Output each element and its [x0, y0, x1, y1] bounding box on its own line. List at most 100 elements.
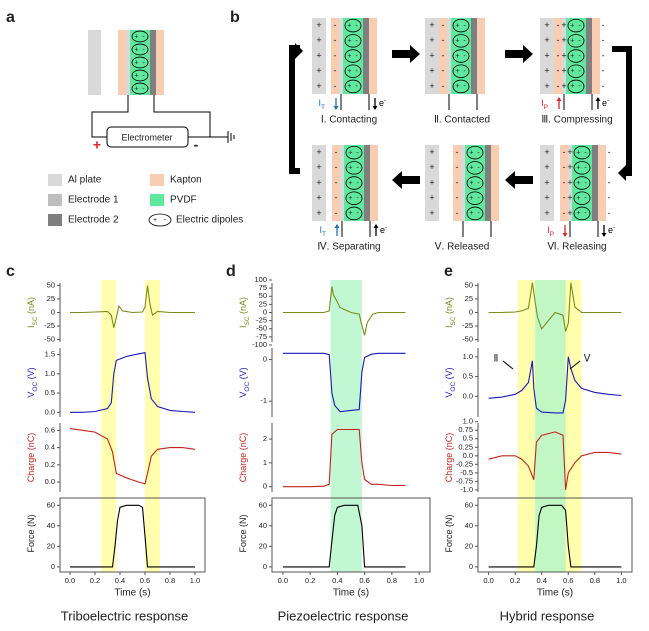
label-part: e — [379, 98, 384, 108]
charge: + — [429, 50, 434, 60]
y-tick-label: 1.0 — [463, 417, 473, 426]
dipole-sign: - — [584, 180, 587, 187]
dipole-sign: + — [455, 53, 459, 60]
charge: - — [602, 35, 605, 45]
legend-swatch — [48, 214, 62, 226]
y-tick-label: -50 — [462, 335, 473, 344]
dipole — [344, 64, 362, 78]
dipole-sign: - — [355, 38, 358, 45]
label-part: (nA) — [26, 297, 36, 317]
layer — [447, 18, 451, 94]
y-tick-label: 20 — [47, 541, 55, 550]
highlight-span — [101, 420, 117, 495]
dipole-sign: + — [134, 72, 138, 79]
label-part: (V) — [238, 367, 248, 382]
charge: - — [608, 208, 611, 218]
charge: + — [567, 147, 572, 157]
label: e- — [380, 224, 387, 235]
dipole — [344, 79, 362, 94]
charge: - — [442, 50, 445, 60]
y-tick-label: 1.0 — [463, 352, 473, 361]
highlight-span — [330, 280, 362, 345]
y-tick-label: 40 — [465, 521, 473, 530]
charge: + — [544, 147, 549, 157]
y-tick-label: 0.75 — [458, 425, 473, 434]
dipole-sign: + — [153, 217, 157, 224]
charge: - — [334, 20, 337, 30]
x-tick-label: 0.8 — [387, 576, 397, 585]
layer — [572, 145, 592, 221]
dipole-sign: + — [570, 53, 574, 60]
charge: + — [561, 66, 566, 76]
layer — [332, 145, 340, 221]
charge: + — [561, 50, 566, 60]
dipole — [567, 64, 585, 78]
layer — [343, 18, 363, 94]
caption: Piezoelectric response — [278, 608, 409, 623]
label-part: (nA) — [444, 297, 454, 317]
dipole-sign: - — [578, 83, 581, 90]
charge: - — [335, 177, 338, 187]
y-tick-label: -100 — [252, 340, 267, 349]
dipole — [131, 69, 149, 82]
stage-label: Ⅰ. Contacting — [321, 115, 377, 126]
dipole — [567, 79, 585, 94]
x-tick-label: 0.4 — [537, 576, 547, 585]
label: IP — [541, 98, 548, 111]
dipole-sign: - — [584, 149, 587, 156]
label: Charge (nC) — [444, 433, 454, 483]
label: Force (N) — [26, 514, 36, 552]
dipole-sign: - — [463, 38, 466, 45]
label-part: (V) — [26, 367, 36, 382]
charge: - — [557, 50, 560, 60]
dipole — [131, 56, 149, 69]
data-line — [70, 285, 195, 328]
label: Force (N) — [238, 514, 248, 552]
dipole-sign: - — [584, 210, 587, 217]
highlight-span — [145, 345, 160, 420]
charge: - — [563, 147, 566, 157]
data-line — [282, 428, 406, 488]
charge: + — [567, 193, 572, 203]
y-tick-label: 40 — [259, 521, 267, 530]
al-plate — [540, 18, 554, 94]
dipole-sign: + — [348, 165, 352, 172]
al-plate — [540, 145, 554, 221]
x-tick-label: 0.2 — [510, 576, 520, 585]
layer — [126, 30, 130, 95]
label-part: I — [444, 326, 454, 329]
dipole-sign: - — [463, 68, 466, 75]
x-tick-label: 0.6 — [563, 576, 573, 585]
layer — [363, 18, 369, 94]
layer — [150, 30, 156, 95]
highlight-span — [535, 495, 566, 572]
label: Charge (nC) — [26, 433, 36, 483]
layer — [344, 145, 364, 221]
dipole-sign: + — [576, 180, 580, 187]
label-part: e — [380, 225, 385, 235]
data-line — [70, 504, 195, 568]
charge: + — [567, 177, 572, 187]
y-tick-label: -50 — [256, 324, 267, 333]
label-part: Force (N) — [444, 514, 454, 552]
label-part: T — [322, 231, 326, 238]
charge: + — [316, 66, 321, 76]
y-tick-label: 1 — [263, 458, 267, 467]
charge: + — [429, 177, 434, 187]
label-part: Force (N) — [238, 514, 248, 552]
charge: + — [429, 81, 434, 91]
charge: - — [456, 177, 459, 187]
charge: - — [335, 147, 338, 157]
dipole — [131, 30, 149, 43]
layer — [453, 145, 461, 221]
charge: - — [335, 208, 338, 218]
dipole-sign: + — [576, 149, 580, 156]
x-tick-label: 1.0 — [190, 576, 200, 585]
charge: - — [334, 35, 337, 45]
y-tick-label: 50 — [47, 280, 55, 289]
layer — [451, 18, 471, 94]
y-tick-label: 25 — [259, 299, 267, 308]
charge: - — [456, 193, 459, 203]
data-line — [282, 286, 406, 336]
arrow-head — [372, 106, 378, 110]
